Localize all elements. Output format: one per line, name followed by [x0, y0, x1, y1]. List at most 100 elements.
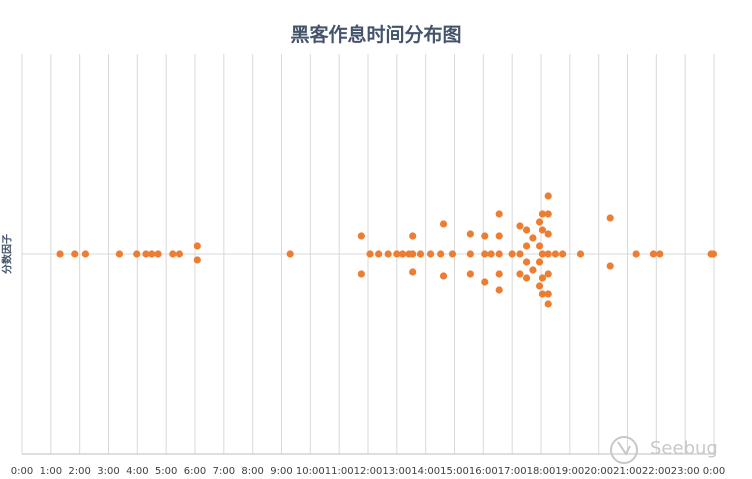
data-point: [481, 278, 489, 286]
data-point: [516, 250, 524, 258]
data-point: [522, 242, 531, 250]
data-point: [606, 214, 614, 222]
x-tick-label: 20:00: [584, 466, 613, 477]
data-point: [399, 250, 407, 258]
data-point: [544, 250, 552, 258]
watermark-text: Seebug: [650, 438, 718, 459]
data-point: [481, 250, 489, 258]
data-point: [516, 222, 524, 230]
data-point: [439, 220, 448, 228]
x-tick-label: 7:00: [213, 466, 235, 477]
x-tick-label: 11:00: [325, 466, 354, 477]
data-point: [466, 250, 474, 258]
data-point: [357, 270, 365, 278]
data-point: [544, 210, 552, 218]
x-tick-label: 16:00: [469, 466, 498, 477]
data-point: [393, 250, 401, 258]
data-point: [508, 250, 516, 258]
x-tick-label: 0:00: [11, 466, 33, 477]
x-tick-label: 10:00: [296, 466, 325, 477]
data-point: [649, 250, 658, 258]
data-point: [416, 250, 425, 258]
x-tick-label: 2:00: [68, 466, 90, 477]
x-tick-label: 22:00: [642, 466, 671, 477]
data-point: [366, 250, 374, 258]
data-point: [559, 250, 567, 258]
data-point: [656, 250, 664, 258]
data-point: [193, 256, 201, 264]
data-point: [148, 250, 156, 258]
data-point: [535, 282, 544, 290]
data-point: [529, 234, 537, 242]
data-point: [544, 290, 552, 298]
x-tick-label: 4:00: [126, 466, 148, 477]
data-points: [56, 192, 718, 308]
data-point: [544, 192, 552, 200]
x-tick-label: 12:00: [354, 466, 383, 477]
x-tick-label: 13:00: [382, 466, 411, 477]
data-point: [538, 250, 547, 258]
data-point: [466, 230, 474, 238]
data-point: [487, 250, 495, 258]
x-tick-label: 5:00: [155, 466, 177, 477]
data-point: [709, 250, 718, 258]
x-tick-label: 1:00: [40, 466, 62, 477]
data-point: [495, 250, 503, 258]
x-tick-label: 3:00: [97, 466, 119, 477]
data-point: [538, 226, 547, 234]
data-point: [495, 232, 503, 240]
data-point: [606, 262, 614, 270]
data-point: [142, 250, 150, 258]
data-point: [409, 232, 417, 240]
data-point: [632, 250, 640, 258]
data-point: [133, 250, 141, 258]
x-tick-label: 8:00: [241, 466, 263, 477]
data-point: [286, 250, 294, 258]
data-point: [544, 300, 552, 308]
data-point: [535, 242, 544, 250]
data-point: [357, 232, 365, 240]
x-tick-label: 18:00: [527, 466, 556, 477]
x-tick-label: 21:00: [613, 466, 642, 477]
data-point: [495, 286, 503, 294]
x-tick-label: 6:00: [184, 466, 206, 477]
data-point: [544, 270, 552, 278]
seebug-logo-icon: [610, 436, 638, 464]
data-point: [495, 270, 503, 278]
x-tick-label: 0:00: [703, 466, 725, 477]
x-tick-label: 15:00: [440, 466, 469, 477]
data-point: [375, 250, 383, 258]
data-point: [154, 250, 162, 258]
data-point: [538, 210, 547, 218]
data-point: [384, 250, 392, 258]
data-point: [529, 266, 537, 274]
data-point: [115, 250, 124, 258]
data-point: [466, 270, 474, 278]
data-point: [439, 272, 448, 280]
x-axis-ticks: 0:00 1:00 2:00 3:00 4:00 5:00 6:00 7:00 8:00 9:00…: [11, 466, 725, 477]
data-point: [551, 250, 560, 258]
x-tick-label: 23:00: [671, 466, 700, 477]
data-point: [448, 250, 457, 258]
data-point: [522, 226, 531, 234]
data-point: [193, 242, 201, 250]
x-tick-label: 19:00: [555, 466, 584, 477]
data-point: [81, 250, 90, 258]
data-point: [495, 210, 503, 218]
x-tick-label: 14:00: [411, 466, 440, 477]
data-point: [522, 274, 531, 282]
data-point: [538, 290, 547, 298]
data-point: [175, 250, 184, 258]
data-point: [516, 270, 524, 278]
data-point: [481, 232, 489, 240]
data-point: [535, 258, 544, 266]
data-point: [544, 230, 552, 238]
x-tick-label: 9:00: [270, 466, 292, 477]
data-point: [535, 218, 544, 226]
data-point: [169, 250, 177, 258]
watermark: Seebug: [606, 432, 726, 468]
data-point: [71, 250, 79, 258]
grid-lines: [21, 54, 715, 455]
data-point: [409, 250, 417, 258]
